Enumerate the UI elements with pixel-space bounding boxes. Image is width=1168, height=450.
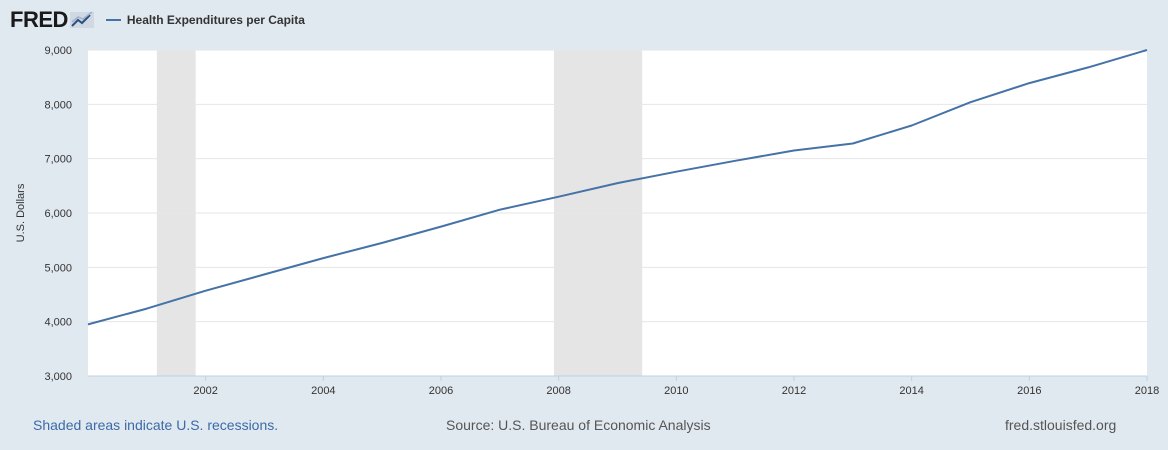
x-tick-label: 2008 <box>546 385 570 397</box>
x-tick-label: 2002 <box>193 385 217 397</box>
x-tick-label: 2010 <box>664 385 688 397</box>
y-tick-label: 3,000 <box>44 371 72 383</box>
x-tick-label: 2004 <box>311 385 335 397</box>
y-tick-label: 9,000 <box>44 45 72 57</box>
fred-logo-text: FRED <box>10 7 68 32</box>
y-tick-label: 4,000 <box>44 317 72 329</box>
x-tick-label: 2018 <box>1135 385 1159 397</box>
x-tick-label: 2012 <box>782 385 806 397</box>
site-url[interactable]: fred.stlouisfed.org <box>1005 417 1117 433</box>
y-tick-label: 8,000 <box>44 99 72 111</box>
chart-header: FRED Health Expenditures per Capita <box>10 6 305 34</box>
chart-legend[interactable]: Health Expenditures per Capita <box>105 13 305 27</box>
x-tick-label: 2016 <box>1017 385 1041 397</box>
source-text: Source: U.S. Bureau of Economic Analysis <box>446 417 711 433</box>
y-tick-label: 6,000 <box>44 208 72 220</box>
recession-note-link[interactable]: Shaded areas indicate U.S. recessions. <box>33 417 279 433</box>
legend-series-label: Health Expenditures per Capita <box>126 13 305 27</box>
line-chart: 3,000 4,000 5,000 6,000 7,000 8,000 9,000 2002 2… <box>15 45 1159 397</box>
legend-swatch <box>105 19 121 21</box>
y-axis-title: U.S. Dollars <box>15 183 27 242</box>
y-tick-label: 7,000 <box>44 154 72 166</box>
x-tick-label: 2006 <box>429 385 453 397</box>
fred-chart-icon <box>69 11 94 28</box>
y-tick-label: 5,000 <box>44 262 72 274</box>
fred-logo[interactable]: FRED <box>10 7 94 33</box>
x-tick-label: 2014 <box>899 385 923 397</box>
